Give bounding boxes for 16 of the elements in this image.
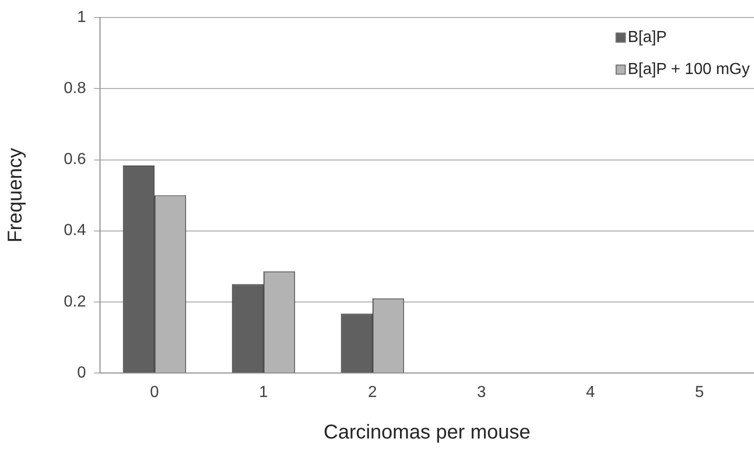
- legend-label: B[a]P + 100 mGy: [628, 61, 750, 78]
- y-tick-label: 0: [77, 364, 86, 382]
- y-tick-label: 0.8: [64, 80, 86, 98]
- x-tick-label: 3: [477, 384, 486, 402]
- y-tick-label: 1: [77, 9, 86, 26]
- x-tick-label: 1: [259, 384, 268, 402]
- x-tick-label: 4: [586, 384, 596, 402]
- x-axis-title: Carcinomas per mouse: [324, 422, 530, 444]
- x-tick-label: 5: [695, 384, 704, 402]
- x-tick-label: 2: [368, 384, 378, 402]
- y-tick-label: 0.6: [64, 151, 86, 168]
- y-tick-label: 0.4: [64, 222, 86, 240]
- y-tick-label: 0.2: [64, 293, 86, 310]
- x-tick-label: 0: [150, 384, 160, 402]
- legend-label: B[a]P: [628, 29, 667, 46]
- y-axis-title: Frequency: [4, 148, 27, 243]
